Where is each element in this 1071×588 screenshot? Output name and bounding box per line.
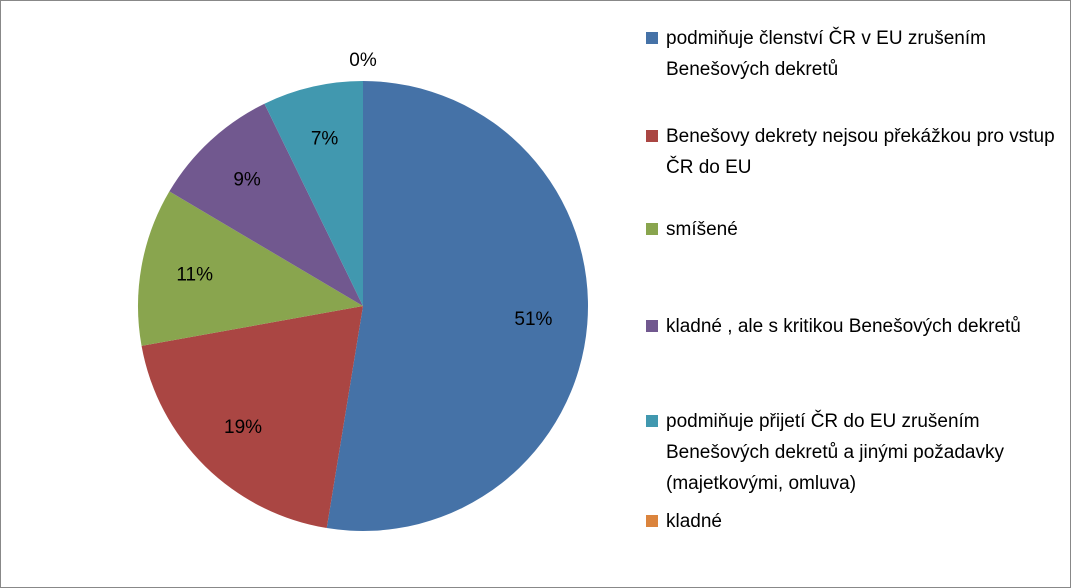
pie-slice [169,103,363,306]
legend-label: Benešovy dekrety nejsou překážkou pro vs… [666,126,1055,178]
legend-label: podmiňuje přijetí ČR do EU zrušením Bene… [666,411,1004,494]
legend-label: kladné , ale s kritikou Benešových dekre… [666,316,1021,337]
legend-swatch [646,32,658,44]
legend-item: podmiňuje přijetí ČR do EU zrušením Bene… [646,406,1056,499]
legend-item: smíšené [646,214,1056,245]
data-label: 19% [224,417,262,438]
legend-swatch [646,130,658,142]
data-label: 9% [233,169,261,190]
data-label: 0% [349,50,377,71]
data-label: 51% [514,309,552,330]
legend-label: kladné [666,511,722,532]
legend-item: kladné , ale s kritikou Benešových dekre… [646,311,1056,342]
legend-swatch [646,415,658,427]
pie-slice [264,81,363,306]
legend-label: podmiňuje členství ČR v EU zrušením Bene… [666,28,986,80]
data-label: 11% [176,265,213,286]
legend-item: podmiňuje členství ČR v EU zrušením Bene… [646,23,1056,85]
legend-swatch [646,320,658,332]
legend-item: Benešovy dekrety nejsou překážkou pro vs… [646,121,1056,183]
pie-slice [141,306,363,529]
pie-slice [326,81,588,531]
legend-label: smíšené [666,219,738,240]
legend-swatch [646,515,658,527]
pie-area: 51% 19% 11% 9% 7% 0% [138,50,588,531]
legend-swatch [646,223,658,235]
data-label: 7% [311,128,339,149]
pie-slice [138,191,363,346]
legend-item: kladné [646,506,1056,537]
